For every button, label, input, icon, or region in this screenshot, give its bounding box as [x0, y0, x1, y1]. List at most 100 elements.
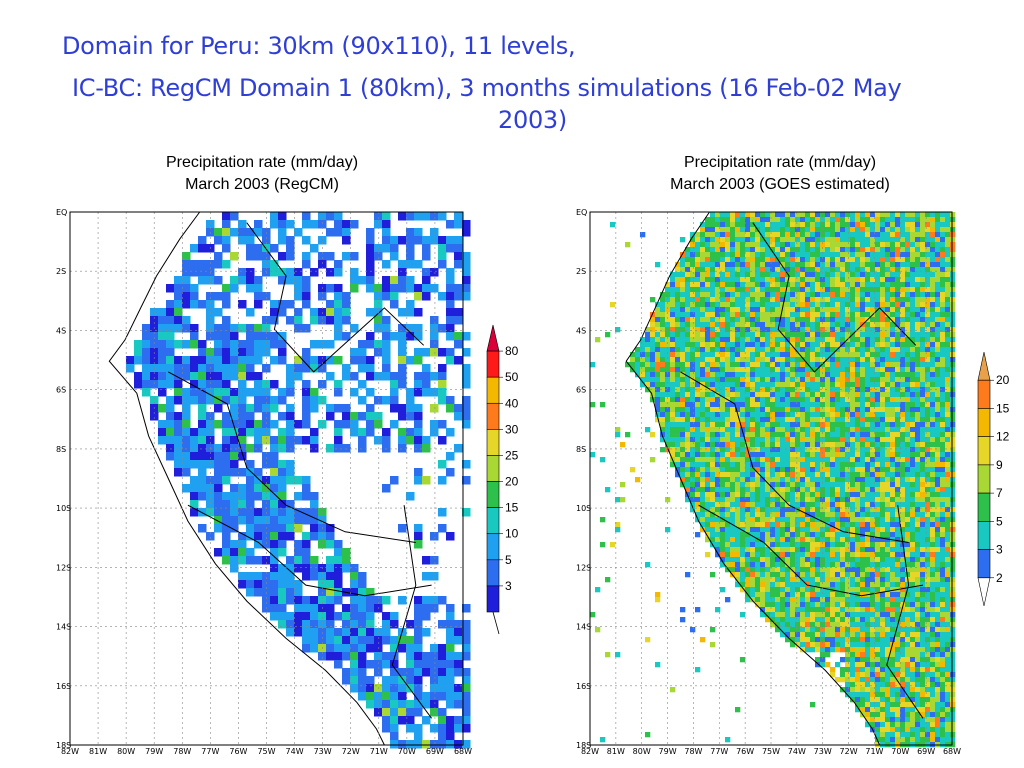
header-line-2: IC-BC: RegCM Domain 1 (80km), 3 months s…	[72, 74, 902, 102]
colorbar-label: 25	[505, 448, 519, 462]
lon-tick-label: 80W	[633, 747, 651, 756]
lat-tick-label: 6S	[576, 386, 586, 395]
coastline	[625, 211, 881, 746]
lon-tick-label: 76W	[229, 747, 247, 756]
lon-tick-label: 72W	[840, 747, 858, 756]
lat-tick-label: 2S	[56, 267, 66, 276]
lon-tick-label: 81W	[607, 747, 625, 756]
left-map-title-line-1: Precipitation rate (mm/day)	[165, 154, 359, 171]
colorbar-label: 9	[996, 458, 1003, 472]
border-line	[391, 505, 433, 719]
colorbar-label: 12	[996, 430, 1010, 444]
colorbar-label: 50	[505, 370, 519, 384]
left-map-title: Precipitation rate (mm/day) March 2003 (…	[62, 152, 462, 196]
lat-tick-label: 4S	[56, 326, 66, 335]
lon-tick-label: 73W	[314, 747, 332, 756]
colorbar-segment	[977, 464, 991, 494]
lon-tick-label: 74W	[286, 747, 304, 756]
lat-tick-label: EQ	[56, 208, 67, 217]
colorbar-label: 3	[996, 543, 1003, 557]
lon-tick-label: 74W	[788, 747, 806, 756]
lon-tick-label: 68W	[943, 747, 961, 756]
colorbar-label: 20	[505, 475, 519, 489]
colorbar-label: 3	[505, 579, 512, 593]
colorbar-segment	[977, 436, 991, 466]
colorbar-segment	[486, 559, 500, 587]
lon-tick-label: 70W	[891, 747, 909, 756]
lon-tick-label: 69W	[917, 747, 935, 756]
colorbar-label: 20	[996, 373, 1010, 387]
lat-tick-label: 8S	[56, 445, 66, 454]
colorbar-segment	[486, 585, 500, 613]
colorbar-label: 30	[505, 422, 519, 436]
left-map-title-line-2: March 2003 (RegCM)	[185, 176, 339, 193]
border-line	[187, 504, 432, 597]
colorbar-label: 2	[996, 571, 1003, 585]
map-frame	[69, 211, 464, 746]
lat-tick-label: 16S	[56, 682, 71, 691]
colorbar-segment	[977, 492, 991, 522]
lat-tick-label: 12S	[56, 563, 71, 572]
border-line	[246, 222, 425, 373]
colorbar-segment	[486, 455, 500, 482]
colorbar-label: 5	[505, 553, 512, 567]
lat-tick-label: 6S	[56, 386, 66, 395]
colorbar-label: 7	[996, 486, 1003, 500]
colorbar-segment	[977, 379, 991, 409]
colorbar-segment	[486, 350, 500, 378]
lon-tick-label: 71W	[865, 747, 883, 756]
header-line-3: 2003)	[498, 106, 567, 134]
lon-tick-label: 68W	[454, 747, 472, 756]
border-line	[752, 222, 917, 373]
colorbar-segment	[486, 429, 500, 456]
colorbar-segment	[977, 549, 991, 579]
lon-tick-label: 78W	[173, 747, 191, 756]
colorbar-segment	[977, 521, 991, 550]
lon-tick-label: 81W	[89, 747, 107, 756]
colorbar-segment	[486, 507, 500, 535]
lon-tick-label: 82W	[581, 747, 599, 756]
border-line	[168, 371, 416, 543]
precip-field	[590, 212, 956, 748]
lon-tick-label: 82W	[61, 747, 79, 756]
lon-tick-label: 78W	[684, 747, 702, 756]
lat-tick-label: 4S	[576, 326, 586, 335]
lon-tick-label: 76W	[736, 747, 754, 756]
lon-tick-label: 70W	[398, 747, 416, 756]
colorbar-label: 10	[505, 527, 519, 541]
colorbar-arrow-bottom	[977, 577, 991, 607]
lon-tick-label: 72W	[342, 747, 360, 756]
left-colorbar: 80 50 40 30 25 20 15 10 5 3	[486, 324, 519, 635]
colorbar-label: 80	[505, 344, 519, 358]
map-frame	[589, 211, 953, 746]
lat-tick-label: 14S	[576, 623, 591, 632]
lon-tick-label: 73W	[814, 747, 832, 756]
lat-tick-label: 14S	[56, 623, 71, 632]
precip-field	[126, 212, 471, 749]
colorbar-segment	[486, 481, 500, 508]
lon-tick-label: 80W	[117, 747, 135, 756]
colorbar-label: 15	[505, 501, 519, 515]
lon-tick-label: 69W	[426, 747, 444, 756]
border-line	[680, 371, 909, 543]
lon-tick-label: 77W	[710, 747, 728, 756]
right-map-title: Precipitation rate (mm/day) March 2003 (…	[580, 152, 980, 196]
lon-tick-label: 71W	[370, 747, 388, 756]
border-line	[698, 504, 924, 597]
lat-tick-label: EQ	[576, 208, 587, 217]
colorbar-arrow-bottom	[492, 611, 500, 635]
lon-tick-label: 75W	[257, 747, 275, 756]
lat-tick-label: 12S	[576, 563, 591, 572]
lat-tick-label: 18S	[56, 741, 71, 750]
right-map-title-line-2: March 2003 (GOES estimated)	[670, 176, 890, 193]
colorbar-label: 40	[505, 396, 519, 410]
lat-tick-label: 18S	[576, 741, 591, 750]
colorbar-segment	[977, 408, 991, 437]
lon-tick-label: 79W	[659, 747, 677, 756]
colorbar-arrow-top	[486, 324, 500, 352]
colorbar-arrow-top	[977, 351, 991, 381]
border-line	[886, 505, 924, 719]
lat-tick-label: 2S	[576, 267, 586, 276]
